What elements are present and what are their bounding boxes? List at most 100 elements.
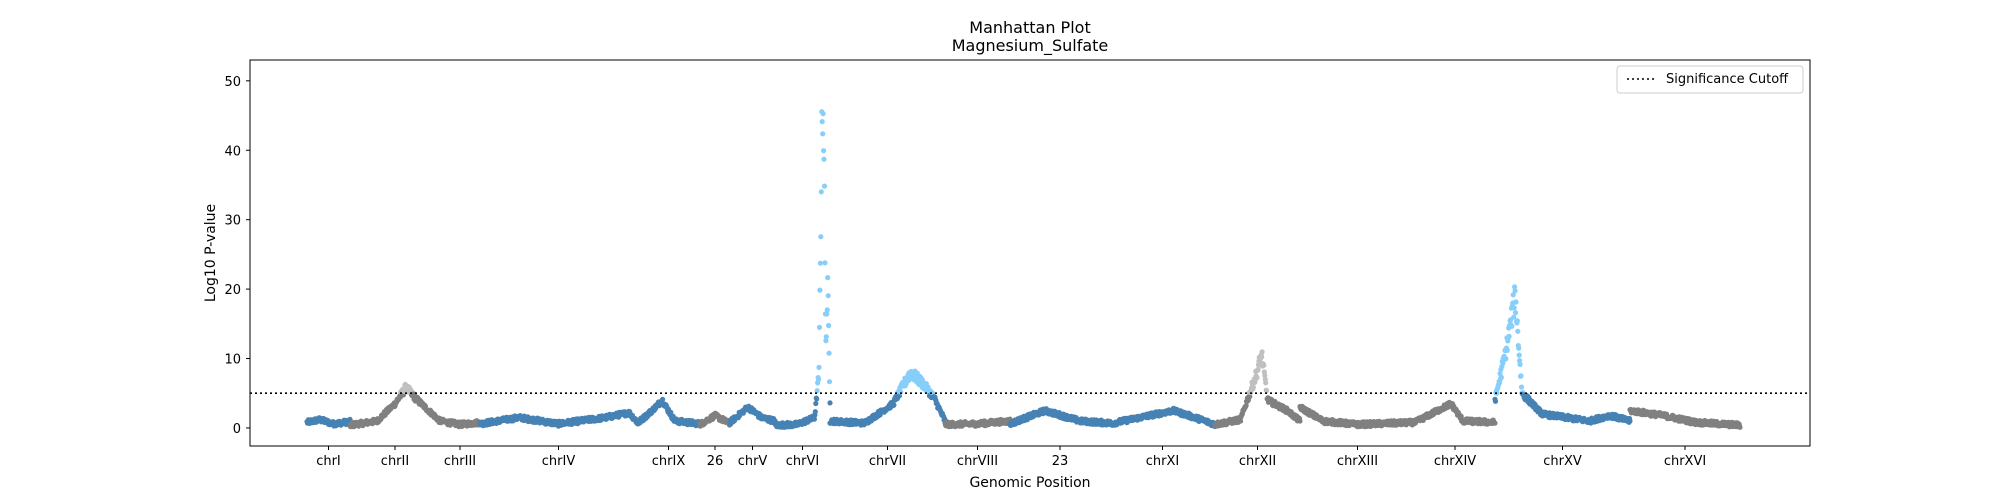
- snp-point: [1514, 318, 1520, 324]
- x-axis-label: Genomic Position: [969, 475, 1090, 491]
- x-tick-label: chrVIII: [957, 454, 998, 469]
- snp-point: [1518, 384, 1525, 390]
- y-axis-label: Log10 P-value: [203, 204, 219, 302]
- snp-point: [1259, 354, 1265, 360]
- snp-point: [816, 324, 823, 330]
- snp-point: [1247, 394, 1253, 400]
- snp-point: [823, 334, 829, 340]
- chart-title: Manhattan Plot: [969, 18, 1090, 37]
- x-tick-label: chrXII: [1239, 454, 1276, 469]
- snp-point: [1504, 347, 1510, 353]
- y-axis: 0 10 20 30 40 50: [224, 75, 250, 437]
- x-tick-label: chrIV: [542, 454, 576, 469]
- y-tick-label: 40: [224, 144, 241, 159]
- snp-point: [1263, 380, 1269, 386]
- snp-point: [826, 322, 832, 329]
- snp-point: [819, 119, 825, 125]
- snp-point: [1238, 418, 1244, 424]
- snp-point: [821, 183, 828, 189]
- snp-point: [1517, 361, 1523, 367]
- snp-point: [1297, 418, 1303, 424]
- x-axis: chrI chrII chrIII chrIV chrIX 26 chrV chrVI chrV…: [316, 446, 1706, 469]
- snp-point: [1518, 373, 1524, 379]
- snp-point: [817, 260, 824, 266]
- x-tick-label: chrXVI: [1664, 454, 1706, 469]
- snp-point: [1513, 299, 1519, 305]
- snp-point: [823, 338, 829, 344]
- plot-area: [249, 59, 1811, 447]
- chart-subtitle: Magnesium_Sulfate: [952, 36, 1109, 56]
- snp-point: [814, 396, 820, 402]
- x-tick-label: chrII: [381, 454, 409, 469]
- snp-point: [820, 131, 826, 137]
- snp-point: [1512, 284, 1518, 290]
- snp-point: [812, 409, 818, 415]
- snp-point: [816, 364, 822, 370]
- x-tick-label: chrXIII: [1337, 454, 1378, 469]
- snp-point: [668, 409, 674, 415]
- snp-point: [1458, 413, 1464, 419]
- x-tick-label: chrXV: [1543, 454, 1582, 469]
- snp-point: [820, 111, 826, 117]
- snp-point: [818, 189, 824, 195]
- x-tick-label: chrXIV: [1434, 454, 1476, 469]
- legend-entry-significance-cutoff: Significance Cutoff: [1666, 72, 1789, 87]
- snp-point: [825, 293, 831, 299]
- snp-point: [811, 416, 818, 422]
- x-tick-label: chrV: [738, 454, 768, 469]
- x-tick-label: chrXI: [1146, 454, 1179, 469]
- x-tick-label: chrIII: [444, 454, 476, 469]
- x-tick-label: 23: [1052, 454, 1069, 469]
- snp-point: [814, 388, 820, 394]
- x-tick-label: 26: [707, 454, 724, 469]
- y-tick-label: 30: [224, 214, 241, 229]
- snp-point: [1503, 356, 1509, 362]
- snp-point: [1492, 420, 1498, 426]
- snp-point: [1511, 305, 1517, 311]
- snp-point: [815, 376, 822, 383]
- x-tick-label: chrIX: [652, 454, 686, 469]
- snp-point: [1509, 323, 1515, 329]
- snp-point: [1259, 349, 1265, 355]
- snp-point: [827, 400, 833, 406]
- snp-point: [1627, 418, 1633, 424]
- snp-point: [1510, 292, 1516, 298]
- snp-point: [826, 350, 832, 356]
- snp-point: [1511, 314, 1517, 320]
- x-tick-label: chrVI: [786, 454, 819, 469]
- snp-point: [1243, 403, 1249, 409]
- snp-point: [1250, 384, 1256, 390]
- snp-point: [1517, 358, 1523, 364]
- data-points: [304, 109, 1743, 430]
- snp-point: [1516, 345, 1522, 351]
- x-tick-label: chrI: [316, 454, 341, 469]
- snp-point: [1498, 374, 1504, 380]
- snp-point: [821, 156, 827, 162]
- snp-point: [1264, 388, 1270, 394]
- snp-point: [1512, 310, 1519, 316]
- snp-point: [826, 379, 833, 385]
- snp-point: [822, 260, 828, 266]
- snp-point: [1515, 328, 1521, 334]
- legend-box: [1616, 65, 1804, 94]
- snp-point: [1516, 352, 1522, 358]
- snp-point: [821, 148, 827, 154]
- snp-point: [660, 396, 666, 402]
- y-tick-label: 50: [224, 75, 241, 90]
- snp-point: [824, 307, 830, 313]
- snp-point: [817, 287, 823, 293]
- y-tick-label: 20: [224, 283, 241, 298]
- snp-point: [1262, 372, 1268, 379]
- snp-point: [818, 234, 824, 240]
- snp-point: [1255, 366, 1261, 373]
- snp-point: [1261, 362, 1267, 368]
- snp-point: [1492, 398, 1499, 404]
- snp-point: [1254, 375, 1260, 381]
- y-tick-label: 0: [233, 422, 241, 437]
- snp-point: [1512, 288, 1518, 294]
- snp-point: [825, 275, 831, 281]
- y-tick-label: 10: [224, 353, 241, 368]
- legend: Significance Cutoff: [1616, 65, 1804, 94]
- snp-point: [1737, 424, 1743, 430]
